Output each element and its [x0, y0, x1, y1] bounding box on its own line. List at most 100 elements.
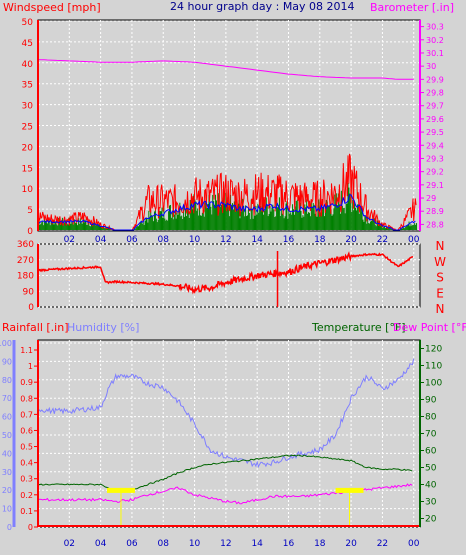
wind-x-tick-label: 02: [64, 235, 75, 245]
climate-panel-frame: [37, 339, 421, 528]
direction-series: [37, 251, 414, 307]
temperature-y-tick-label: 40: [425, 481, 437, 491]
climate-axes: 010203040506070809010000.10.20.30.40.50.…: [0, 339, 442, 549]
wind-speed-line: [37, 153, 417, 231]
humidity-y-tick-label: 0: [7, 523, 12, 532]
dewpoint-axis-label: Dew Point [°F]: [393, 321, 466, 334]
barometer-y-tick-label: 29: [426, 194, 436, 203]
wind-y-tick-label: 5: [27, 206, 33, 216]
compass-label: S: [436, 271, 444, 285]
climate-grid: [38, 340, 420, 528]
rain-y-tick-label: 0.6: [20, 426, 33, 435]
compass-label: N: [436, 302, 445, 316]
compass-label: E: [436, 286, 444, 300]
humidity-y-tick-label: 80: [2, 376, 12, 385]
temperature-y-tick-label: 90: [425, 396, 437, 406]
barometer-y-tick-label: 29.5: [426, 128, 444, 137]
wind-axes: 0 5 10 15 20 25 30 35 40 45 50 28.8 28.9 29 29.1 29.2 29…: [22, 18, 444, 245]
humidity-y-tick-label: 10: [2, 505, 12, 514]
barometer-y-tick-label: 30.3: [426, 23, 444, 32]
humidity-line: [37, 358, 415, 469]
barometer-y-tick-label: 29.3: [426, 154, 444, 163]
climate-x-tick-label: 22: [377, 539, 388, 549]
rain-y-tick-label: 0.1: [20, 507, 33, 516]
rain-y-tick-label: 0.2: [20, 491, 33, 500]
barometer-y-tick-label: 29.4: [426, 141, 444, 150]
rain-axis-label: Rainfall [.in]: [2, 321, 69, 334]
rain-y-tick-label: 1: [28, 362, 33, 371]
wind-y-tick-label: 40: [22, 60, 34, 70]
temperature-y-tick-label: 20: [425, 515, 437, 525]
humidity-y-tick-label: 20: [2, 486, 12, 495]
climate-x-tick-label: 04: [95, 539, 107, 549]
direction-y-tick-label: 270: [17, 256, 34, 266]
rain-y-tick-label: 0: [28, 523, 33, 532]
wind-y-tick-label: 50: [22, 18, 34, 28]
temperature-y-tick-label: 50: [425, 464, 437, 474]
barometer-y-tick-label: 28.9: [426, 207, 444, 216]
compass-label: N: [436, 239, 445, 253]
humidity-y-tick-label: 60: [2, 413, 12, 422]
wind-x-tick-label: 10: [189, 235, 201, 245]
barometer-y-tick-label: 28.8: [426, 220, 444, 229]
wind-y-tick-label: 0: [27, 227, 33, 237]
direction-y-tick-label: 360: [17, 240, 34, 250]
barometer-y-tick-label: 29.1: [426, 181, 444, 190]
wind-x-tick-label: 12: [220, 235, 231, 245]
wind-y-tick-label: 25: [22, 123, 33, 133]
wind-x-tick-label: 18: [314, 235, 326, 245]
climate-x-tick-label: 02: [64, 539, 75, 549]
climate-x-tick-label: 18: [314, 539, 326, 549]
direction-y-tick-label: 90: [23, 287, 35, 297]
wind-x-tick-label: 20: [345, 235, 357, 245]
barometer-y-tick-label: 29.7: [426, 102, 444, 111]
humidity-y-tick-label: 50: [2, 431, 12, 440]
wind-x-tick-label: 16: [283, 235, 295, 245]
temperature-line: [37, 454, 413, 493]
barometer-y-tick-label: 30: [426, 62, 436, 71]
chart-title: 24 hour graph day : May 08 2014: [170, 0, 355, 13]
climate-x-tick-label: 00: [408, 539, 420, 549]
rain-y-tick-label: 1.1: [20, 346, 33, 355]
barometer-y-tick-label: 29.8: [426, 89, 444, 98]
compass-label: W: [434, 255, 446, 269]
temperature-y-tick-label: 30: [425, 498, 437, 508]
rain-y-tick-label: 0.7: [20, 410, 33, 419]
wind-x-tick-label: 04: [95, 235, 107, 245]
wind-direction-line: [37, 251, 414, 295]
barometer-line: [37, 59, 414, 80]
climate-series: [37, 358, 420, 527]
climate-x-tick-label: 14: [251, 539, 263, 549]
humidity-axis-label: Humidity [%]: [67, 321, 139, 334]
humidity-y-tick-label: 40: [2, 449, 12, 458]
climate-x-tick-label: 16: [283, 539, 295, 549]
wind-y-tick-label: 30: [22, 102, 34, 112]
wind-x-tick-label: 14: [251, 235, 263, 245]
wind-axis-label: Windspeed [mph]: [3, 1, 101, 14]
barometer-y-tick-label: 29.2: [426, 168, 444, 177]
wind-x-tick-label: 06: [126, 235, 138, 245]
wind-y-tick-label: 15: [22, 164, 33, 174]
wind-x-tick-label: 22: [377, 235, 388, 245]
barometer-y-tick-label: 30.1: [426, 49, 444, 58]
rain-y-tick-label: 0.3: [20, 475, 33, 484]
humidity-y-tick-label: 100: [0, 339, 12, 348]
wind-series: [37, 59, 418, 231]
wind-y-tick-label: 20: [22, 143, 34, 153]
direction-grid: [38, 243, 420, 308]
climate-x-tick-label: 12: [220, 539, 231, 549]
rain-y-tick-label: 0.8: [20, 394, 33, 403]
barometer-y-tick-label: 29.6: [426, 115, 444, 124]
wind-x-tick-label: 00: [408, 235, 420, 245]
rain-y-tick-label: 0.5: [20, 443, 33, 452]
temperature-axis-label: Temperature [°F]: [311, 321, 406, 334]
wind-y-tick-label: 45: [22, 39, 33, 49]
temperature-y-tick-label: 120: [425, 345, 442, 355]
wind-x-tick-label: 08: [158, 235, 170, 245]
climate-x-tick-label: 06: [126, 539, 138, 549]
temperature-y-tick-label: 70: [425, 430, 437, 440]
climate-x-tick-label: 08: [158, 539, 170, 549]
humidity-y-tick-label: 90: [2, 357, 12, 366]
